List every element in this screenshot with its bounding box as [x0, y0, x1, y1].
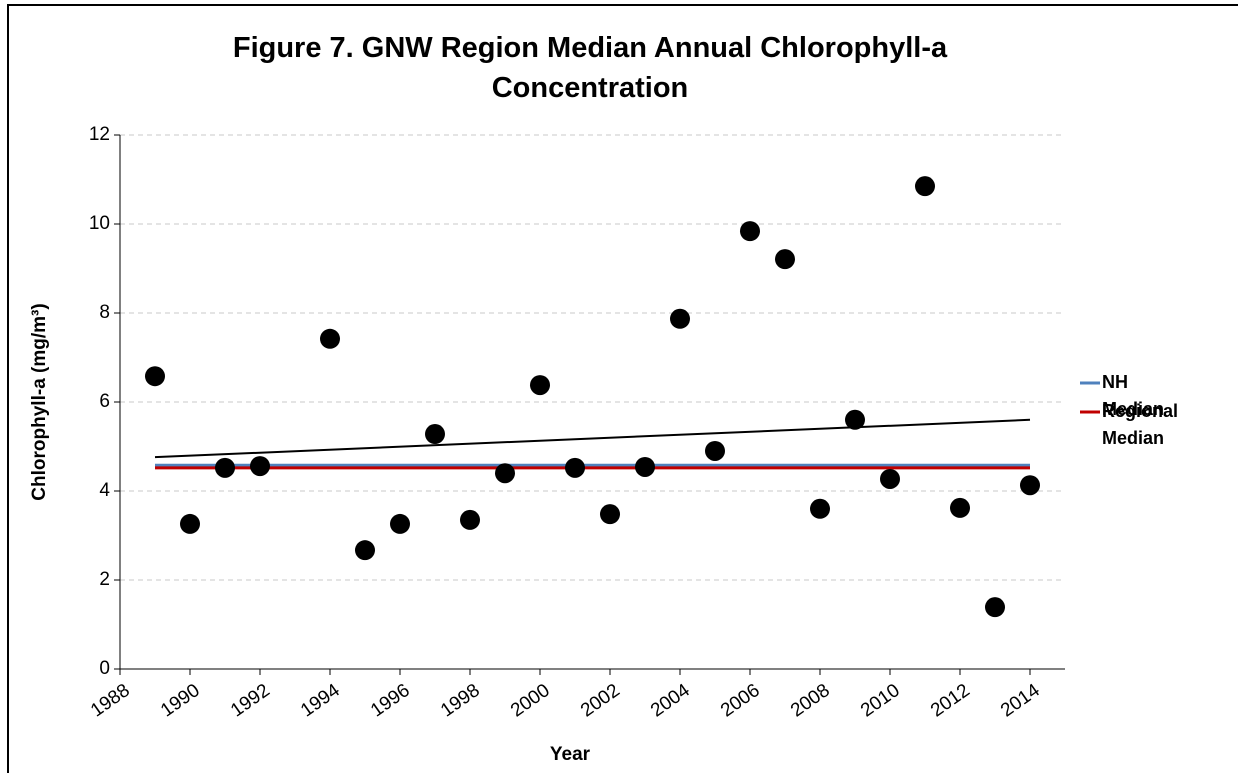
point [355, 540, 375, 561]
x-tick-label: 2000 [507, 680, 554, 721]
x-tick-label: 2008 [787, 680, 834, 721]
legend-label: NH Median [1102, 372, 1165, 419]
point [705, 440, 725, 461]
point [145, 366, 165, 387]
x-tick-label: 1988 [87, 680, 134, 721]
legend-label: Regional Median [1102, 401, 1179, 448]
point [215, 457, 235, 478]
point [810, 498, 830, 519]
point [740, 221, 760, 242]
x-tick-label: 1998 [437, 680, 484, 721]
point [425, 424, 445, 445]
point [950, 497, 970, 518]
x-tick-label: 2012 [927, 680, 974, 721]
point [180, 513, 200, 534]
chart-title: Figure 7. GNW Region Median Annual Chlor… [232, 32, 948, 104]
point [985, 597, 1005, 618]
point [565, 457, 585, 478]
point [1020, 475, 1040, 496]
y-tick-label: 0 [99, 658, 110, 679]
point [390, 513, 410, 534]
y-tick-label: 12 [89, 124, 110, 145]
trendline [154, 418, 1031, 459]
point [530, 375, 550, 396]
frame [7, 4, 1238, 773]
x-tick-label: 2010 [857, 680, 904, 721]
x-tick-label: 1996 [367, 680, 414, 721]
y-tick-label: 10 [89, 213, 110, 234]
point [775, 249, 795, 270]
y-tick-label: 2 [99, 569, 110, 590]
x-axis-label: Year [550, 744, 591, 765]
y-tick-label: 8 [99, 302, 110, 323]
x-tick-label: 2004 [647, 680, 694, 722]
x-tick-label: 2006 [717, 680, 764, 721]
x-tick-label: 2002 [577, 680, 624, 721]
point [670, 308, 690, 329]
x-tick-label: 1994 [297, 680, 344, 722]
y-tick-label: 4 [99, 480, 110, 501]
point [635, 456, 655, 477]
y-tick-label: 6 [99, 391, 110, 412]
point [600, 504, 620, 525]
y-axis-label: Chlorophyll-a (mg/m³) [29, 303, 50, 500]
x-tick-label: 1990 [157, 680, 204, 721]
point [880, 468, 900, 489]
point [460, 509, 480, 530]
point [495, 463, 515, 484]
point [320, 328, 340, 349]
point [250, 456, 270, 477]
point [915, 176, 935, 197]
point [845, 409, 865, 430]
x-tick-label: 2014 [997, 680, 1044, 722]
x-tick-label: 1992 [227, 680, 274, 721]
